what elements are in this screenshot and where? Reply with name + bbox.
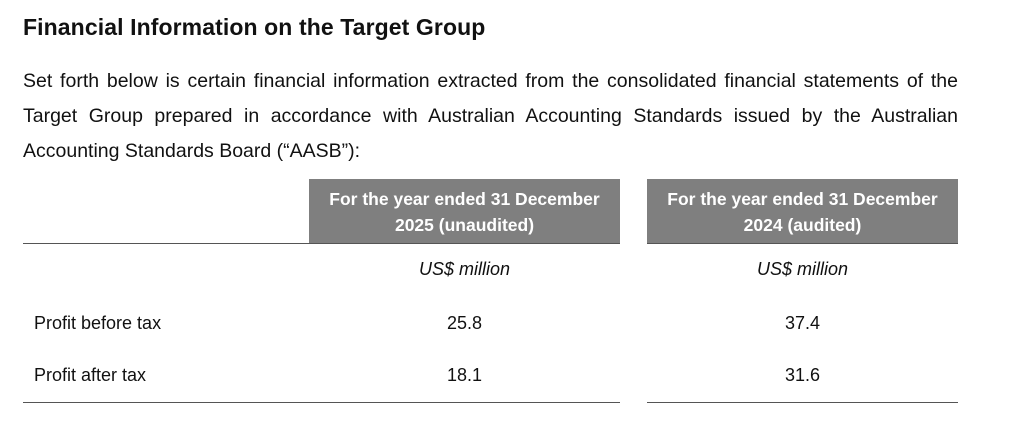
intro-paragraph: Set forth below is certain financial inf… xyxy=(23,70,958,162)
table-bottom-rule-2024 xyxy=(647,402,958,403)
column-header-2024: For the year ended 31 December 2024 (aud… xyxy=(647,179,958,243)
unit-label-2024: US$ million xyxy=(756,259,849,279)
column-header-2025-text: For the year ended 31 December 2025 (una… xyxy=(329,189,600,235)
column-header-2024-text: For the year ended 31 December 2024 (aud… xyxy=(667,189,938,235)
cell-profit-after-tax-2024: 31.6 xyxy=(784,365,821,385)
table-top-rule-2024 xyxy=(647,243,958,244)
table-bottom-rule-2025 xyxy=(309,402,620,403)
unit-label-2025: US$ million xyxy=(418,259,511,279)
table-top-rule-2025 xyxy=(309,243,620,244)
table-top-rule-label-column xyxy=(23,243,309,244)
cell-profit-after-tax-2025: 18.1 xyxy=(446,365,483,385)
row-label-profit-after-tax: Profit after tax xyxy=(34,365,147,385)
section-heading: Financial Information on the Target Grou… xyxy=(23,14,486,40)
cell-profit-before-tax-2025: 25.8 xyxy=(446,313,483,333)
row-label-profit-before-tax: Profit before tax xyxy=(34,313,162,333)
table-bottom-rule-label-column xyxy=(23,402,309,403)
column-header-2025: For the year ended 31 December 2025 (una… xyxy=(309,179,620,243)
cell-profit-before-tax-2024: 37.4 xyxy=(784,313,821,333)
